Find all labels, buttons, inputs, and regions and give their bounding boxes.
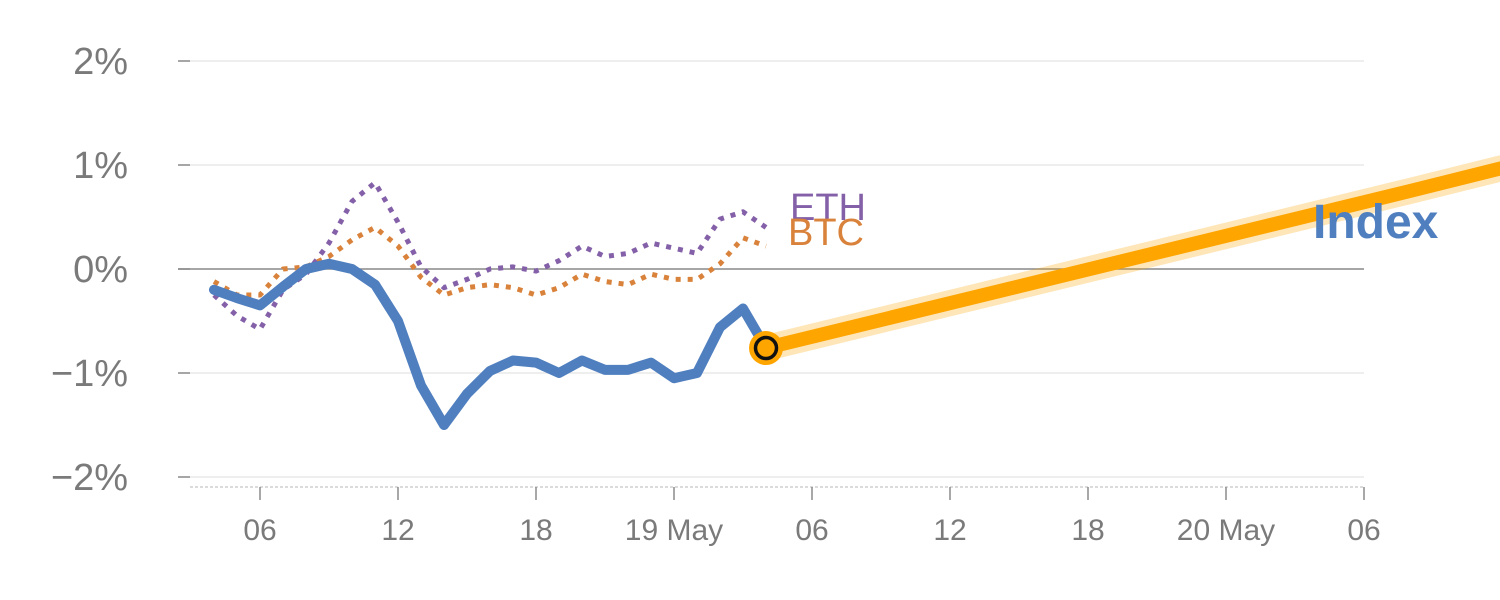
x-tick-label: 18 — [1071, 514, 1104, 547]
y-tick-label: −1% — [51, 353, 128, 395]
label-layer: 2% 1% 0% −1% −2% 06 12 18 19 May 06 12 18 20 May 06 ET… — [51, 41, 1439, 547]
series-line-eth — [212, 180, 768, 332]
x-tick-label: 18 — [519, 514, 552, 547]
series-label-btc: BTC — [788, 212, 864, 254]
series-label-eth: ETH — [790, 187, 866, 229]
series-line-btc — [212, 224, 767, 298]
grid-layer — [178, 60, 1364, 478]
projection-line — [759, 161, 1500, 355]
axis-layer — [178, 60, 1365, 500]
y-tick-label: 1% — [73, 145, 128, 187]
y-tick-label: 0% — [73, 249, 128, 291]
y-tick-label: 2% — [73, 41, 128, 83]
x-tick-label: 20 May — [1177, 514, 1275, 547]
x-tick-label: 12 — [933, 514, 966, 547]
series-line-index — [209, 258, 771, 430]
y-tick-label: −2% — [51, 457, 128, 499]
x-tick-label: 19 May — [625, 514, 723, 547]
x-tick-label: 06 — [1347, 514, 1380, 547]
current-point-marker — [753, 335, 779, 361]
series-label-index: Index — [1313, 196, 1439, 249]
x-tick-label: 06 — [795, 514, 828, 547]
x-tick-label: 12 — [381, 514, 414, 547]
series-layer — [209, 155, 1500, 430]
x-tick-label: 06 — [243, 514, 276, 547]
